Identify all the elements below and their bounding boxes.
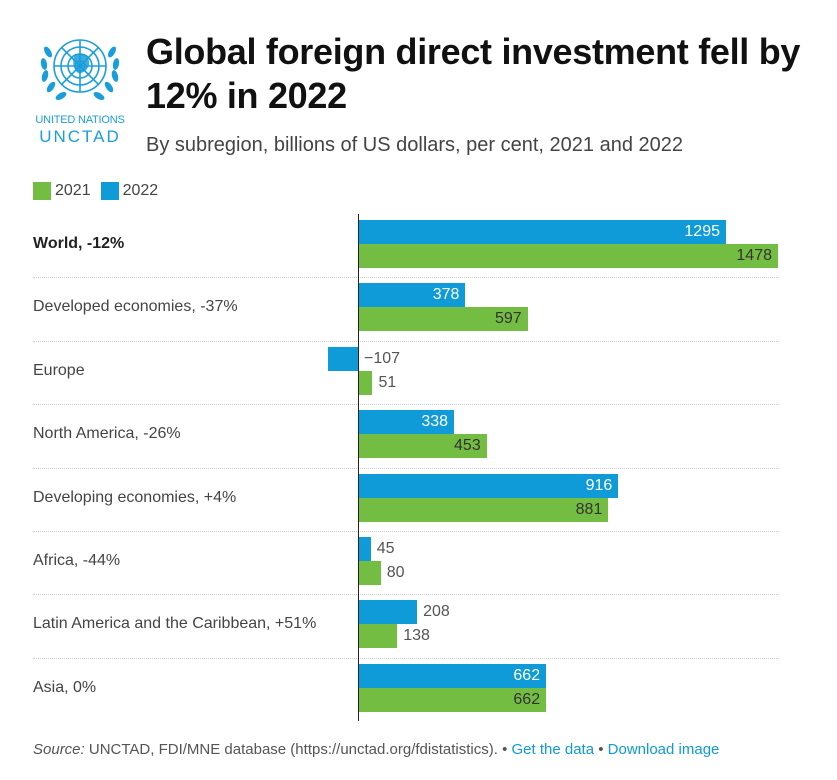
row-separator [33, 467, 779, 469]
legend-item-2022: 2022 [100, 182, 159, 200]
row-label: Africa, -44% [33, 552, 121, 569]
footer-separator-2: • [594, 741, 608, 758]
bar-2021 [358, 561, 381, 585]
bar-2022 [358, 283, 466, 308]
legend-swatch-2021 [33, 182, 51, 200]
source-text: UNCTAD, FDI/MNE database (https://unctad… [84, 741, 498, 758]
value-label-2021: 51 [378, 373, 397, 391]
unctad-logo: UNITED NATIONS UNCTAD [30, 26, 130, 146]
row-separator [33, 657, 779, 659]
row-label: Developed economies, -37% [33, 298, 238, 316]
row-label: Latin America and the Caribbean, +51% [33, 615, 317, 633]
value-label-2022: −107 [364, 349, 401, 367]
legend-swatch-2022 [100, 182, 119, 200]
legend: 2021 2022 [33, 182, 168, 200]
value-label-2021: 453 [454, 437, 481, 455]
bar-2022 [358, 663, 547, 688]
bar-2021 [358, 244, 778, 268]
bar-2021 [358, 307, 528, 332]
value-label-2021: 138 [403, 627, 430, 645]
value-label-2021: 662 [513, 690, 541, 708]
row-separator [33, 277, 779, 279]
legend-item-2021: 2021 [33, 182, 91, 200]
source-label: Source: [33, 741, 85, 758]
org-name: UNITED NATIONS [35, 114, 125, 126]
row-separator [33, 340, 779, 342]
org-abbrev: UNCTAD [39, 127, 121, 146]
bar-2022 [358, 220, 726, 244]
row-separator [33, 594, 779, 596]
row-separator [33, 531, 779, 532]
value-label-2022: 916 [585, 476, 613, 494]
bar-2021 [358, 687, 547, 712]
zero-axis-line [358, 214, 359, 722]
value-label-2022: 662 [513, 666, 541, 684]
value-label-2022: 338 [421, 413, 449, 431]
footer-separator: • [497, 741, 512, 758]
legend-label-2021: 2021 [55, 182, 91, 199]
value-label-2021: 597 [494, 310, 522, 328]
download-image-link[interactable]: Download image [607, 741, 720, 758]
bar-2022 [358, 600, 418, 625]
row-label: Asia, 0% [33, 678, 97, 696]
value-label-2021: 881 [575, 500, 603, 518]
bar-2021 [358, 497, 609, 522]
row-label: World, -12% [33, 235, 125, 252]
bar-2021 [358, 624, 398, 649]
bar-2022 [358, 473, 619, 498]
value-label-2022: 378 [432, 286, 460, 304]
chart-title: Global foreign direct investment fell by… [146, 31, 801, 116]
row-label: Developing economies, +4% [33, 488, 237, 506]
chart-subtitle: By subregion, billions of US dollars, pe… [146, 134, 684, 156]
row-label: North America, -26% [33, 425, 181, 443]
bar-2022 [327, 346, 358, 371]
bar-chart: World, -12% 1295 1478 Developed economies, … [0, 214, 837, 722]
row-label: Europe [33, 361, 85, 379]
get-data-link[interactable]: Get the data [511, 741, 595, 758]
bar-2022 [358, 410, 455, 435]
value-label-2021: 80 [386, 564, 405, 581]
value-label-2022: 208 [423, 603, 450, 621]
value-label-2022: 45 [376, 540, 395, 557]
value-label-2021: 1478 [736, 247, 772, 264]
value-label-2022: 1295 [684, 223, 720, 240]
bar-2021 [358, 434, 487, 459]
un-emblem-icon [40, 39, 120, 100]
legend-label-2022: 2022 [122, 182, 159, 199]
row-separator [33, 404, 779, 406]
source-note: Source: UNCTAD, FDI/MNE database (https:… [33, 741, 719, 758]
bar-2021 [358, 370, 373, 395]
bar-2022 [358, 537, 371, 561]
